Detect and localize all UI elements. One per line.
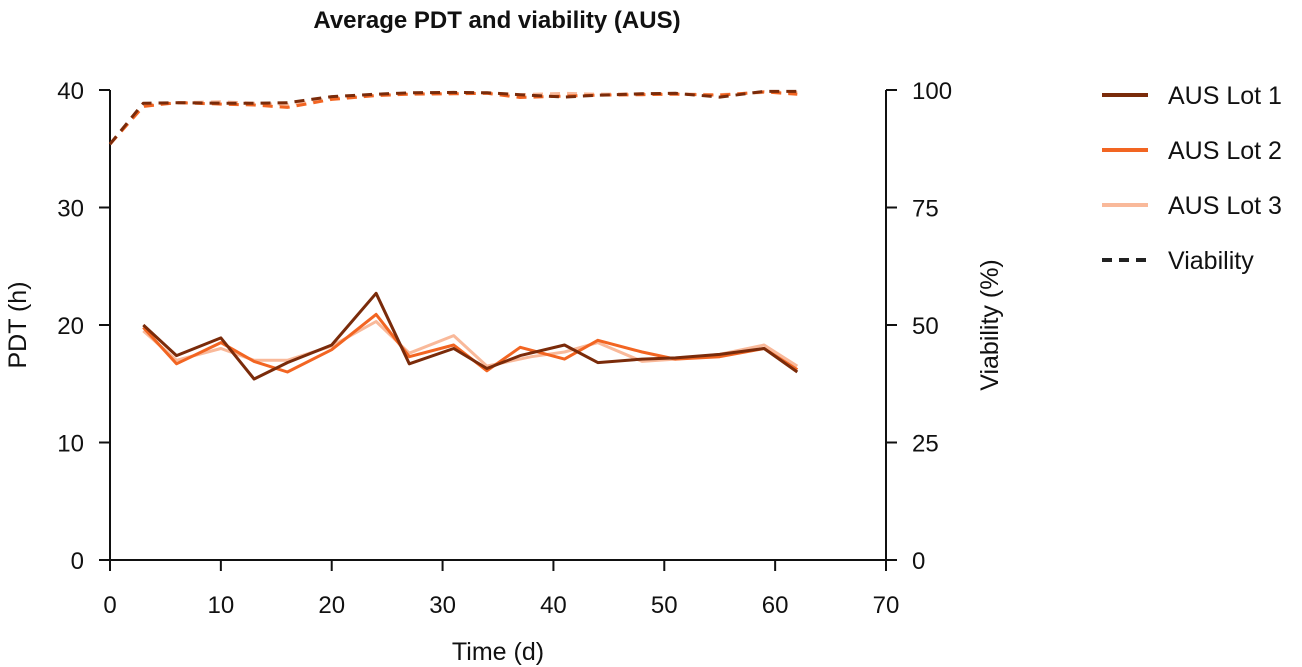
- x-tick-label: 50: [651, 592, 678, 619]
- viability-line-aus-lot-3: [108, 90, 798, 146]
- x-tick-label: 10: [208, 592, 235, 619]
- y-left-tick-label: 0: [71, 548, 84, 575]
- legend-label: AUS Lot 1: [1168, 82, 1282, 110]
- x-tick-label: 40: [540, 592, 567, 619]
- y-right-tick-label: 25: [912, 431, 939, 458]
- legend: AUS Lot 1 AUS Lot 2 AUS Lot 3 Viability: [1102, 82, 1282, 275]
- y-right-tick-label: 100: [912, 78, 952, 105]
- x-ticks: 0 10 20 30 40 50 60 70: [103, 560, 899, 619]
- pdt-line-aus-lot-1: [142, 291, 799, 381]
- y-axis-right-label: Viability (%): [976, 259, 1004, 391]
- y-right-tick-label: 0: [912, 548, 925, 575]
- legend-label: Viability: [1168, 247, 1254, 275]
- chart-title: Average PDT and viability (AUS): [313, 7, 680, 34]
- x-tick-label: 0: [103, 592, 116, 619]
- y-axis-left-label: PDT (h): [4, 281, 32, 368]
- y-right-tick-label: 75: [912, 196, 939, 223]
- axes: 0 10 20 30 40 50 60 70 0 10 20 30 40 0 25 50 75 100: [57, 78, 952, 619]
- y-right-tick-label: 50: [912, 313, 939, 340]
- x-tick-label: 30: [429, 592, 456, 619]
- x-tick-label: 70: [873, 592, 900, 619]
- y-left-tick-label: 10: [57, 431, 84, 458]
- legend-label: AUS Lot 3: [1168, 192, 1282, 220]
- y-left-tick-label: 40: [57, 78, 84, 105]
- x-axis-label: Time (d): [452, 638, 544, 666]
- y-right-ticks: 0 25 50 75 100: [886, 78, 952, 575]
- y-left-tick-label: 30: [57, 196, 84, 223]
- y-left-tick-label: 20: [57, 313, 84, 340]
- x-tick-label: 20: [318, 592, 345, 619]
- viability-line-aus-lot-1: [108, 89, 798, 146]
- y-left-ticks: 0 10 20 30 40: [57, 78, 110, 575]
- series-layer: [108, 89, 799, 381]
- legend-label: AUS Lot 2: [1168, 137, 1282, 165]
- viability-line-aus-lot-2: [108, 90, 798, 146]
- x-tick-label: 60: [762, 592, 789, 619]
